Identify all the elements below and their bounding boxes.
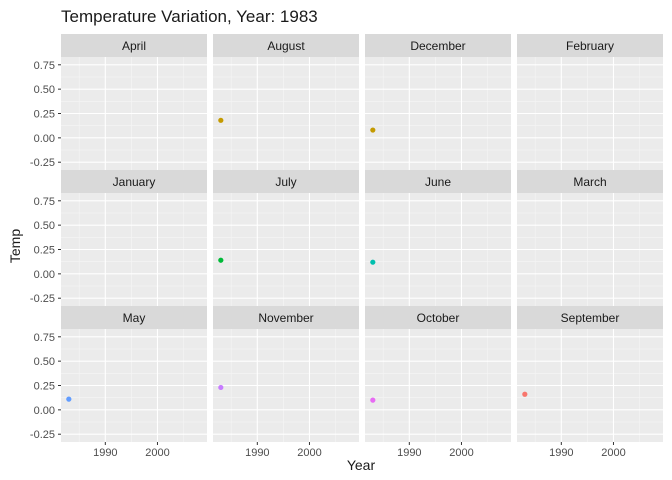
facet-panel: July — [213, 170, 359, 306]
facet-strip — [61, 170, 207, 193]
facet-strip — [365, 34, 511, 57]
facet-panel: September — [517, 306, 663, 442]
facet-strip — [517, 34, 663, 57]
y-tick-label: 0.00 — [34, 405, 55, 417]
y-tick-label: 0.50 — [34, 356, 55, 368]
data-point — [370, 259, 376, 265]
facet-strip — [365, 170, 511, 193]
x-tick-label: 1990 — [93, 447, 117, 459]
facet-strip-label: February — [566, 39, 614, 53]
facet-panel: May — [61, 306, 207, 442]
facet-strip-label: November — [258, 311, 313, 325]
data-point — [66, 396, 72, 402]
facet-strip-label: June — [425, 175, 451, 189]
x-tick-label: 1990 — [245, 447, 269, 459]
facet-strip-label: April — [122, 39, 146, 53]
facet-strip-label: January — [113, 175, 156, 189]
facet-strip — [213, 34, 359, 57]
y-tick-label: 0.75 — [34, 332, 55, 344]
facet-strip-label: May — [123, 311, 146, 325]
data-point — [218, 117, 224, 123]
y-tick-label: 0.75 — [34, 60, 55, 72]
x-axis-title: Year — [347, 457, 376, 473]
facet-strip — [517, 170, 663, 193]
facet-strip — [213, 170, 359, 193]
facet-panel: November — [213, 306, 359, 442]
y-tick-label: -0.25 — [30, 429, 55, 441]
facet-strip-label: March — [573, 175, 606, 189]
facet-strip-label: December — [410, 39, 465, 53]
facet-panel: October — [365, 306, 511, 442]
y-tick-label: 0.00 — [34, 133, 55, 145]
facet-strip — [517, 306, 663, 329]
y-tick-label: 0.00 — [34, 269, 55, 281]
data-point — [370, 397, 376, 403]
y-tick-label: 0.50 — [34, 84, 55, 96]
facet-strip-label: October — [417, 311, 460, 325]
x-tick-label: 2000 — [601, 447, 625, 459]
facet-panel: August — [213, 34, 359, 170]
facet-strip-label: September — [561, 311, 620, 325]
data-point — [522, 391, 528, 397]
y-axis-tick-labels: -0.25 0.00 0.25 0.50 0.75 -0.25 0.00 0.25 0.50 0.… — [30, 60, 61, 441]
facet-panel: January — [61, 170, 207, 306]
data-point — [218, 257, 224, 263]
y-tick-label: 0.25 — [34, 109, 55, 121]
x-tick-label: 2000 — [297, 447, 321, 459]
facet-panel: April — [61, 34, 207, 170]
facet-strip-label: August — [267, 39, 305, 53]
facet-panel: December — [365, 34, 511, 170]
x-tick-label: 1990 — [397, 447, 421, 459]
y-axis-title: Temp — [7, 229, 23, 263]
facet-strip — [213, 306, 359, 329]
data-point — [370, 127, 376, 133]
facet-panels: April August December February January July Ju… — [61, 34, 663, 442]
facet-panel: March — [517, 170, 663, 306]
facet-panel: February — [517, 34, 663, 170]
y-tick-label: 0.25 — [34, 245, 55, 257]
data-point — [218, 384, 224, 391]
x-tick-label: 2000 — [449, 447, 473, 459]
facet-strip — [365, 306, 511, 329]
x-tick-label: 2000 — [145, 447, 169, 459]
facet-strip — [61, 34, 207, 57]
y-tick-label: -0.25 — [30, 293, 55, 305]
facet-panel: June — [365, 170, 511, 306]
facet-strip-label: July — [275, 175, 296, 189]
y-tick-label: 0.25 — [34, 381, 55, 393]
y-tick-label: -0.25 — [30, 157, 55, 169]
chart-title: Temperature Variation, Year: 1983 — [61, 7, 318, 26]
x-tick-label: 1990 — [549, 447, 573, 459]
y-tick-label: 0.75 — [34, 196, 55, 208]
x-axis-tick-labels: 1990 2000 1990 2000 1990 2000 1990 2000 — [93, 442, 626, 459]
facet-strip — [61, 306, 207, 329]
y-tick-label: 0.50 — [34, 220, 55, 232]
